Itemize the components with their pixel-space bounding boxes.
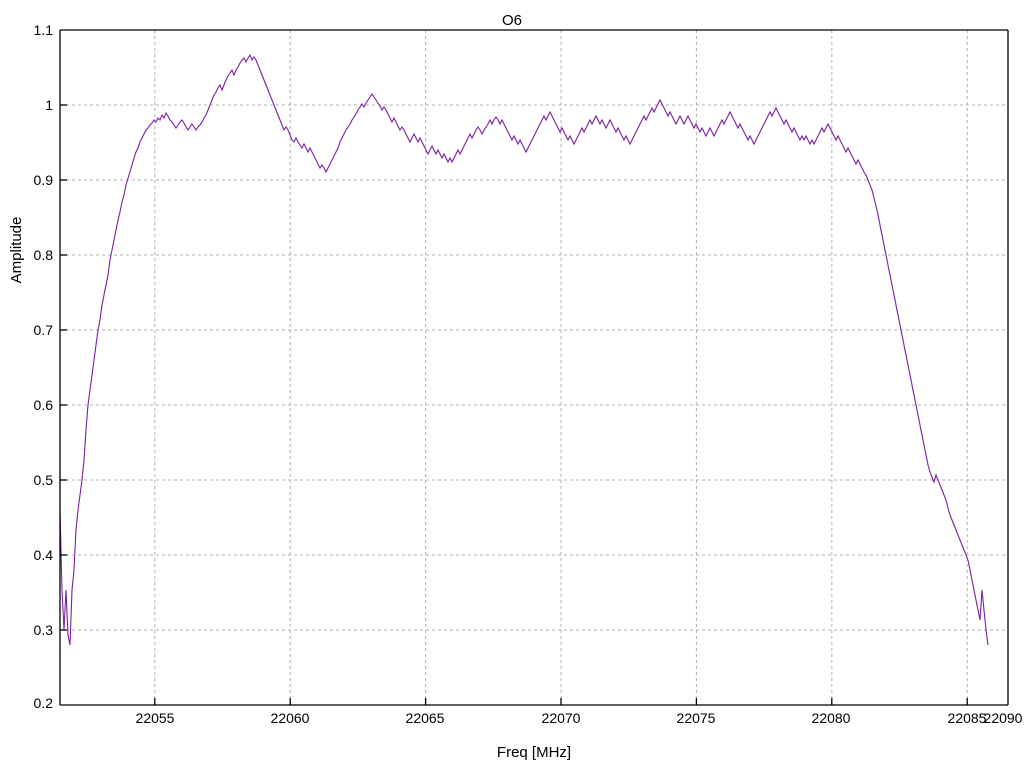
x-tick-label: 22075 [671, 710, 721, 726]
x-tick-label: 22080 [806, 710, 856, 726]
plot-area: 22055 22060 22065 22070 22075 22080 2208… [60, 30, 1008, 705]
y-tick-label: 1 [8, 97, 53, 113]
x-axis-label: Freq [MHz] [60, 744, 1008, 761]
x-tick-label: 22070 [536, 710, 586, 726]
y-tick-label: 0.7 [8, 322, 53, 338]
chart-title: O6 [0, 12, 1024, 29]
y-tick-label: 1.1 [8, 22, 53, 38]
x-tick-label: 22055 [130, 710, 180, 726]
y-tick-label: 0.5 [8, 472, 53, 488]
x-tick-label: 22060 [265, 710, 315, 726]
x-tick-label: 22090 [978, 710, 1024, 726]
amplitude-response-curve [60, 55, 988, 645]
y-tick-label: 0.4 [8, 547, 53, 563]
y-tick-label: 0.6 [8, 397, 53, 413]
x-tick-label: 22065 [400, 710, 450, 726]
y-tick-label: 0.3 [8, 622, 53, 638]
y-tick-label: 0.2 [8, 695, 53, 711]
y-axis-label: Amplitude [8, 180, 25, 320]
chart-container: O6 [0, 0, 1024, 768]
plot-svg [60, 30, 1008, 705]
